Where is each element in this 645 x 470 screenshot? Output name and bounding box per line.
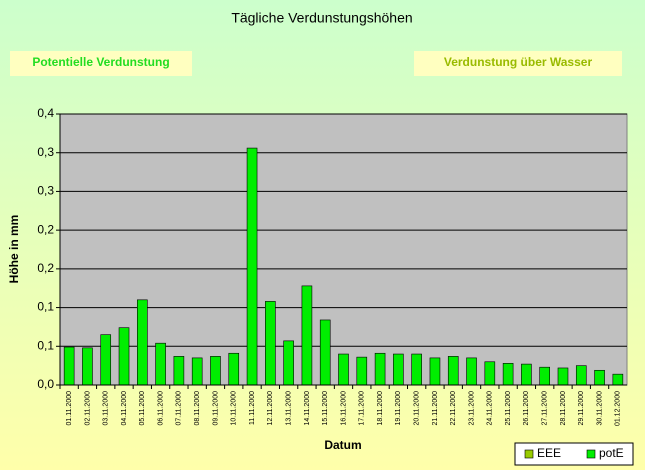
x-axis-title: Datum [324,438,361,452]
bar [319,319,331,386]
bar [484,361,496,386]
bar [265,301,276,386]
x-tick-label: 06.11.2000 [157,391,164,426]
x-tick-label: 05.11.2000 [139,391,146,426]
legend-label: EEE [537,446,561,460]
bar [301,285,313,386]
x-tick-label: 10.11.2000 [231,391,238,426]
legend-box [514,442,634,466]
bar [612,373,624,386]
x-tick-label: 03.11.2000 [103,391,110,426]
x-tick-label: 09.11.2000 [212,391,219,426]
x-tick-label: 01.12.2000 [615,391,622,426]
bar [118,327,130,386]
y-tick-label: 0,1 [37,338,54,352]
bar [82,347,93,386]
y-axis-title: Höhe in mm [7,215,21,284]
button-label[interactable]: Verdunstung über Wasser [444,55,593,69]
x-tick-label: 02.11.2000 [84,391,91,426]
bar [228,352,240,386]
bar [63,346,75,386]
bar [521,363,532,386]
bar [575,365,587,386]
x-tick-label: 20.11.2000 [414,391,421,426]
x-tick-label: 04.11.2000 [121,391,128,426]
x-tick-label: 15.11.2000 [322,391,329,426]
plot-area [59,113,628,386]
x-tick-label: 26.11.2000 [523,391,530,426]
button-bg[interactable] [414,51,622,76]
bar [210,356,221,386]
x-tick-label: 14.11.2000 [304,391,311,426]
x-tick-label: 11.11.2000 [249,391,256,425]
bar [246,147,258,386]
bar [466,357,477,386]
y-tick-label: 0,2 [37,222,54,236]
legend: EEE potE [514,442,634,466]
bar [155,342,166,386]
legend-label: potE [599,446,624,460]
bar [393,353,404,386]
bar [191,357,203,386]
x-tick-label: 21.11.2000 [432,391,439,426]
x-tick-label: 12.11.2000 [267,391,274,426]
bar [429,357,441,386]
x-tick-label: 07.11.2000 [176,391,183,426]
bar [411,353,422,386]
x-tick-label: 01.11.2000 [66,391,73,426]
y-tick-label: 0,3 [37,145,54,159]
x-tick-label: 24.11.2000 [487,391,494,426]
x-tick-label: 23.11.2000 [468,391,475,426]
x-tick-label: 28.11.2000 [560,391,567,426]
y-tick-label: 0,0 [37,377,54,391]
button-label[interactable]: Potentielle Verdunstung [32,55,169,69]
x-tick-label: 08.11.2000 [194,391,201,426]
x-tick-label: 19.11.2000 [395,391,402,426]
y-tick-label: 0,4 [37,106,54,120]
bar [557,367,569,386]
bar [539,366,550,386]
button[interactable]: Verdunstung über Wasser [414,51,622,76]
bar [356,356,368,386]
legend-swatch [586,449,596,459]
x-tick-label: 13.11.2000 [285,391,292,426]
bar [374,352,386,386]
x-tick-label: 25.11.2000 [505,391,512,426]
bar [137,299,148,386]
y-tick-label: 0,3 [37,184,54,198]
bar [283,340,294,386]
x-tick-label: 30.11.2000 [596,391,603,426]
y-tick-label: 0,2 [37,261,54,275]
x-tick-label: 22.11.2000 [450,391,457,426]
bar [594,369,605,386]
bar [338,353,349,386]
x-tick-label: 16.11.2000 [340,391,347,426]
x-tick-label: 17.11.2000 [359,391,366,426]
x-tick-label: 18.11.2000 [377,391,384,426]
x-tick-label: 29.11.2000 [578,391,585,426]
chart-title: Tägliche Verdunstungshöhen [231,10,412,26]
legend-swatch [524,449,534,459]
bar [502,363,514,386]
y-tick-label: 0,1 [37,300,54,314]
x-tick-label: 27.11.2000 [542,391,549,426]
bar [447,356,459,386]
button-bg[interactable] [10,51,192,76]
bar [100,334,112,386]
button[interactable]: Potentielle Verdunstung [10,51,192,76]
bar [173,356,185,386]
